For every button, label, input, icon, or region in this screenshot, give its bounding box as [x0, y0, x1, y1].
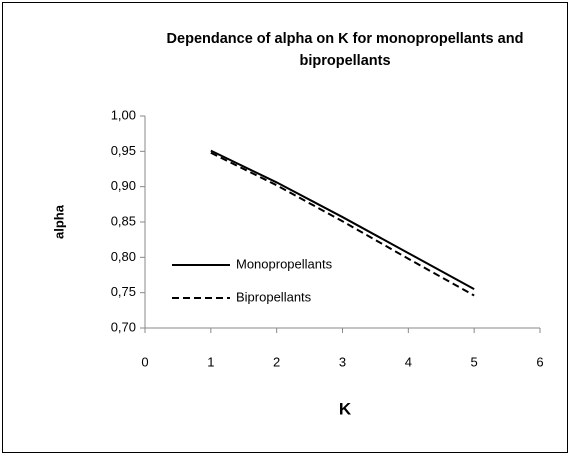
x-tick-label: 0 [141, 354, 148, 369]
legend-label: Bipropellants [236, 289, 312, 304]
x-tick-label: 5 [471, 354, 478, 369]
x-tick-label: 6 [536, 354, 543, 369]
y-tick-label: 1,00 [111, 107, 136, 122]
y-tick-label: 0,75 [111, 284, 136, 299]
series-line [210, 151, 475, 297]
x-axis-label: K [339, 399, 352, 418]
chart-frame [2, 2, 568, 453]
x-tick-label: 4 [405, 354, 412, 369]
y-tick-label: 0,85 [111, 213, 136, 228]
y-axis-label: alpha [51, 204, 66, 239]
x-tick-label: 3 [339, 354, 346, 369]
x-tick-label: 2 [273, 354, 280, 369]
y-tick-label: 0,80 [111, 249, 136, 264]
series-line [210, 149, 475, 291]
y-tick-label: 0,90 [111, 178, 136, 193]
y-tick-label: 0,70 [111, 319, 136, 334]
legend-label: Monopropellants [236, 256, 333, 271]
x-tick-label: 1 [207, 354, 214, 369]
chart-title: Dependance of alpha on K for monopropell… [166, 31, 524, 69]
y-tick-label: 0,95 [111, 143, 136, 158]
